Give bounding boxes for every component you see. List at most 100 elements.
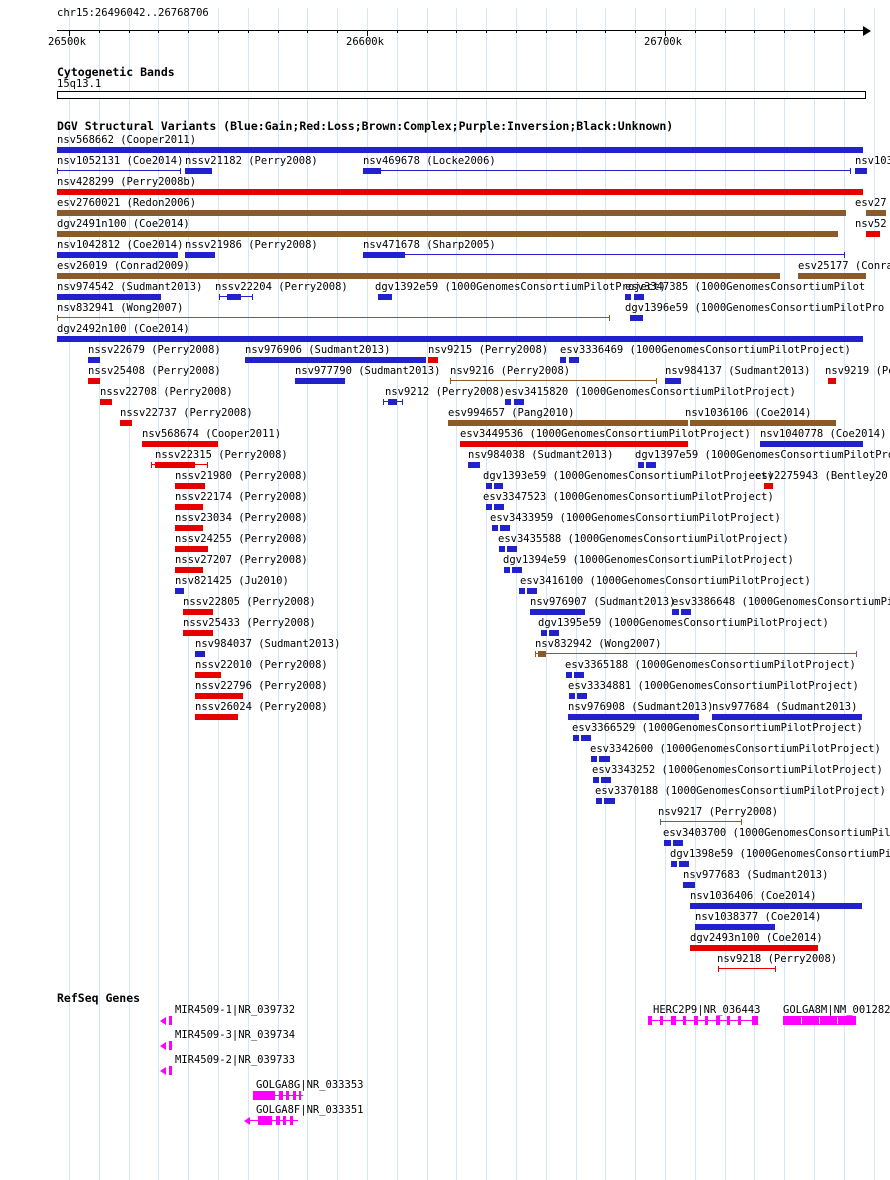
- variant-bar[interactable]: [566, 672, 572, 678]
- variant-label[interactable]: dgv1392e59 (1000GenomesConsortiumPilotPr…: [375, 281, 666, 293]
- variant-bar[interactable]: [573, 735, 579, 741]
- variant-bar[interactable]: [175, 567, 203, 573]
- variant-bar[interactable]: [486, 504, 492, 510]
- variant-label[interactable]: nssv22174 (Perry2008): [175, 491, 308, 503]
- variant-bar[interactable]: [519, 588, 525, 594]
- variant-bar[interactable]: [625, 294, 631, 300]
- variant-label[interactable]: esv27: [855, 197, 887, 209]
- variant-bar[interactable]: [568, 714, 699, 720]
- variant-label[interactable]: nsv977684 (Sudmant2013): [712, 701, 858, 713]
- variant-bar[interactable]: [679, 861, 689, 867]
- gene-exon[interactable]: [290, 1116, 293, 1125]
- variant-bar[interactable]: [760, 441, 863, 447]
- variant-label[interactable]: nsv103: [855, 155, 890, 167]
- variant-label[interactable]: esv3415820 (1000GenomesConsortiumPilotPr…: [505, 386, 796, 398]
- variant-label[interactable]: dgv1393e59 (1000GenomesConsortiumPilotPr…: [483, 470, 774, 482]
- variant-bar[interactable]: [505, 399, 511, 405]
- variant-bar[interactable]: [574, 672, 584, 678]
- variant-bar[interactable]: [428, 357, 438, 363]
- variant-bar[interactable]: [681, 609, 691, 615]
- variant-label[interactable]: nsv1036106 (Coe2014): [685, 407, 812, 419]
- variant-bar[interactable]: [866, 210, 886, 216]
- variant-label[interactable]: nssv23034 (Perry2008): [175, 512, 308, 524]
- variant-bar[interactable]: [57, 210, 846, 216]
- gene-label[interactable]: GOLGA8M|NM_0012824: [783, 1004, 890, 1016]
- variant-bar[interactable]: [195, 693, 243, 699]
- gene-exon[interactable]: [671, 1016, 676, 1025]
- variant-label[interactable]: nsv1042812 (Coe2014): [57, 239, 184, 251]
- variant-label[interactable]: nsv9216 (Perry2008): [450, 365, 571, 377]
- variant-label[interactable]: nsv52: [855, 218, 887, 230]
- variant-bar[interactable]: [185, 168, 212, 174]
- variant-bar[interactable]: [599, 756, 610, 762]
- variant-label[interactable]: nssv22737 (Perry2008): [120, 407, 253, 419]
- variant-label[interactable]: nsv984137 (Sudmant2013): [665, 365, 811, 377]
- variant-bar[interactable]: [828, 378, 836, 384]
- variant-bar[interactable]: [492, 525, 498, 531]
- variant-bar[interactable]: [581, 735, 591, 741]
- gene-exon[interactable]: [279, 1091, 283, 1100]
- gene-exon[interactable]: [716, 1016, 720, 1025]
- variant-label[interactable]: esv3416100 (1000GenomesConsortiumPilotPr…: [520, 575, 811, 587]
- variant-label[interactable]: nsv832941 (Wong2007): [57, 302, 184, 314]
- variant-bar[interactable]: [690, 420, 836, 426]
- gene-exon[interactable]: [648, 1016, 652, 1025]
- variant-span-line[interactable]: [363, 170, 851, 171]
- variant-label[interactable]: esv3366529 (1000GenomesConsortiumPilotPr…: [572, 722, 863, 734]
- gene-label[interactable]: GOLGA8F|NR_033351: [256, 1104, 364, 1116]
- variant-bar[interactable]: [494, 483, 503, 489]
- variant-label[interactable]: esv3365188 (1000GenomesConsortiumPilotPr…: [565, 659, 856, 671]
- variant-label[interactable]: nsv1052131 (Coe2014): [57, 155, 184, 167]
- variant-span-line[interactable]: [450, 380, 657, 381]
- variant-label[interactable]: nssv25408 (Perry2008): [88, 365, 221, 377]
- variant-label[interactable]: nsv469678 (Locke2006): [363, 155, 496, 167]
- variant-bar[interactable]: [665, 378, 681, 384]
- variant-label[interactable]: nsv9215 (Perry2008): [428, 344, 549, 356]
- variant-label[interactable]: dgv1394e59 (1000GenomesConsortiumPilotPr…: [503, 554, 794, 566]
- gene-exon[interactable]: [276, 1116, 280, 1125]
- variant-bar[interactable]: [183, 630, 213, 636]
- variant-label[interactable]: nsv471678 (Sharp2005): [363, 239, 496, 251]
- variant-label[interactable]: nsv984037 (Sudmant2013): [195, 638, 341, 650]
- variant-bar[interactable]: [100, 399, 112, 405]
- variant-label[interactable]: esv3370188 (1000GenomesConsortiumPilotPr…: [595, 785, 886, 797]
- variant-bar[interactable]: [175, 504, 203, 510]
- variant-label[interactable]: esv3433959 (1000GenomesConsortiumPilotPr…: [490, 512, 781, 524]
- variant-label[interactable]: nssv21182 (Perry2008): [185, 155, 318, 167]
- variant-label[interactable]: nsv821425 (Ju2010): [175, 575, 289, 587]
- variant-label[interactable]: nssv24255 (Perry2008): [175, 533, 308, 545]
- variant-span-line[interactable]: [660, 821, 742, 822]
- variant-bar[interactable]: [690, 903, 862, 909]
- variant-bar[interactable]: [142, 441, 218, 447]
- variant-label[interactable]: nssv22010 (Perry2008): [195, 659, 328, 671]
- variant-bar[interactable]: [672, 609, 679, 615]
- variant-bar[interactable]: [175, 525, 203, 531]
- variant-bar[interactable]: [227, 294, 241, 300]
- variant-label[interactable]: nsv974542 (Sudmant2013): [57, 281, 203, 293]
- variant-label[interactable]: nsv1038377 (Coe2014): [695, 911, 822, 923]
- variant-bar[interactable]: [690, 945, 818, 951]
- variant-label[interactable]: nsv984038 (Sudmant2013): [468, 449, 614, 461]
- variant-bar[interactable]: [195, 651, 205, 657]
- variant-bar[interactable]: [57, 294, 161, 300]
- gene-exon[interactable]: [286, 1091, 289, 1100]
- variant-label[interactable]: nsv568674 (Cooper2011): [142, 428, 282, 440]
- gene-label[interactable]: MIR4509-2|NR_039733: [175, 1054, 296, 1066]
- variant-label[interactable]: esv994657 (Pang2010): [448, 407, 575, 419]
- gene-exon[interactable]: [738, 1016, 741, 1025]
- variant-bar[interactable]: [504, 567, 510, 573]
- gene-label[interactable]: HERC2P9|NR_036443: [653, 1004, 761, 1016]
- variant-bar[interactable]: [195, 714, 238, 720]
- variant-bar[interactable]: [295, 378, 345, 384]
- variant-label[interactable]: nsv9217 (Perry2008): [658, 806, 779, 818]
- variant-label[interactable]: nssv22315 (Perry2008): [155, 449, 288, 461]
- variant-bar[interactable]: [175, 483, 205, 489]
- gene-label[interactable]: MIR4509-3|NR_039734: [175, 1029, 296, 1041]
- variant-bar[interactable]: [57, 147, 863, 153]
- variant-bar[interactable]: [363, 168, 381, 174]
- variant-label[interactable]: dgv1395e59 (1000GenomesConsortiumPilotPr…: [538, 617, 829, 629]
- variant-bar[interactable]: [57, 336, 863, 342]
- variant-bar[interactable]: [577, 693, 587, 699]
- variant-label[interactable]: nsv976906 (Sudmant2013): [245, 344, 391, 356]
- variant-bar[interactable]: [486, 483, 492, 489]
